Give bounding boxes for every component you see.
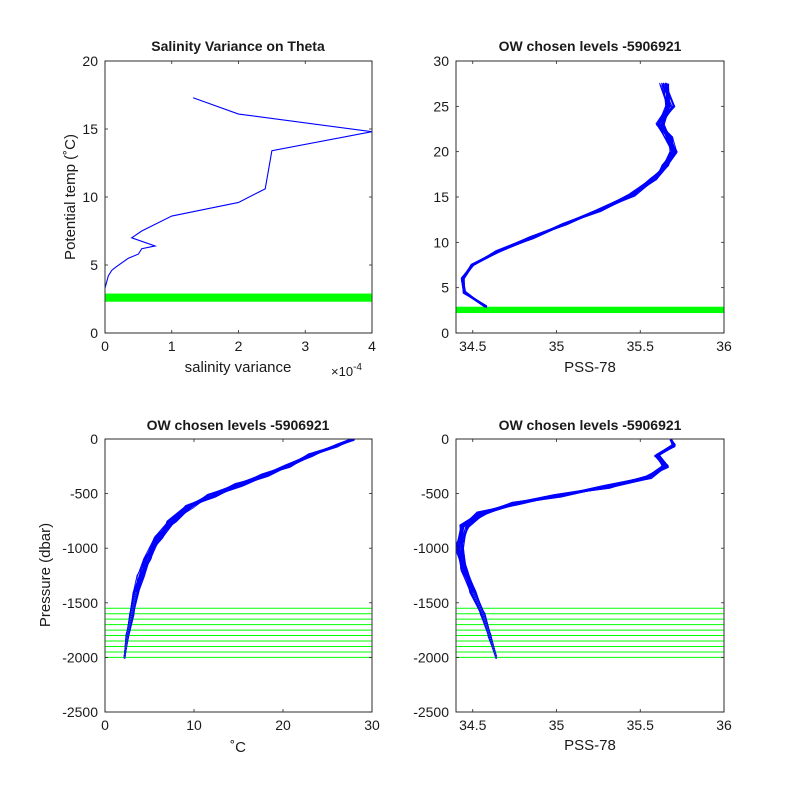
exponent-power: -4 <box>353 362 362 373</box>
profile-deep-segment <box>471 591 498 658</box>
y-tick-label: 20 <box>82 53 98 69</box>
chosen-level-band <box>456 306 724 314</box>
panel-pressure-temperature: 0 10 20 30 -2500 -2000 -1500 -1000 -500 0 OW chos… <box>37 417 380 756</box>
chart-title: OW chosen levels -5906921 <box>499 417 682 433</box>
profile-line <box>461 82 676 308</box>
x-axis-label: ˚C <box>230 739 246 756</box>
clipped-marks <box>105 439 372 659</box>
x-axis-label: PSS-78 <box>564 737 616 754</box>
x-tick-label: 35 <box>549 717 565 733</box>
x-tick-label: 0 <box>101 717 109 733</box>
clipped-marks <box>456 82 724 314</box>
x-tick-label: 35 <box>549 338 565 354</box>
x-tick-label: 4 <box>368 338 376 354</box>
x-tick-label: 36 <box>716 338 732 354</box>
plot-area <box>455 60 725 334</box>
data-marks: 34.5 35 35.5 36 -2500 -2000 -1500 -1000 -500 0 <box>413 431 732 733</box>
y-tick-label: -2500 <box>413 704 449 720</box>
chart-title: Salinity Variance on Theta <box>151 38 325 54</box>
x-tick-label: 36 <box>716 717 732 733</box>
exponent-base: ×10 <box>331 364 353 379</box>
x-tick-label: 1 <box>168 338 176 354</box>
y-tick-label: 30 <box>433 53 449 69</box>
x-axis-exponent: ×10-4 <box>331 362 362 379</box>
x-tick-label: 35.5 <box>627 338 654 354</box>
x-tick-label: 3 <box>301 338 309 354</box>
x-tick-label: 10 <box>186 717 202 733</box>
axis-frame <box>455 60 725 334</box>
panel-salinity-variance: 0 1 2 3 4 0 5 10 15 20 Salinity Variance on Theta… <box>62 38 376 379</box>
y-tick-label: -2000 <box>413 649 449 665</box>
chosen-level-band <box>105 293 372 302</box>
x-tick-label: 0 <box>101 338 109 354</box>
plot-area <box>455 438 725 713</box>
clipped-marks <box>456 439 724 660</box>
y-axis-label: Pressure (dbar) <box>37 523 54 627</box>
y-tick-label: 5 <box>441 280 449 296</box>
y-tick-label: -2000 <box>62 649 98 665</box>
y-tick-label: 10 <box>433 234 449 250</box>
x-axis-label: PSS-78 <box>564 359 616 376</box>
y-tick-label: 20 <box>433 144 449 160</box>
data-marks: 34.5 35 35.5 36 0 5 10 15 20 25 30 <box>433 53 732 354</box>
chart-title: OW chosen levels -5906921 <box>499 38 682 54</box>
y-tick-label: 0 <box>90 325 98 341</box>
data-marks: 0 1 2 3 4 0 5 10 15 20 <box>82 53 376 354</box>
y-tick-label: -500 <box>70 486 98 502</box>
y-axis-label: Potential temp (˚C) <box>62 134 79 260</box>
profile-deep-segment <box>123 591 138 658</box>
axis-frame <box>104 60 373 334</box>
x-tick-label: 2 <box>235 338 243 354</box>
plot-area <box>104 60 373 334</box>
x-tick-label: 34.5 <box>459 338 486 354</box>
y-tick-label: 15 <box>433 189 449 205</box>
y-tick-label: -500 <box>421 486 449 502</box>
y-tick-label: 25 <box>433 98 449 114</box>
panel-pressure-salinity: 34.5 35 35.5 36 -2500 -2000 -1500 -1000 -500 0 OW… <box>413 417 732 754</box>
x-tick-label: 35.5 <box>627 717 654 733</box>
x-tick-label: 30 <box>364 717 380 733</box>
profile-line <box>462 83 673 308</box>
panel-theta-salinity: 34.5 35 35.5 36 0 5 10 15 20 25 30 OW chosen level… <box>433 38 732 376</box>
y-tick-label: -1500 <box>62 595 98 611</box>
series-line <box>105 97 372 289</box>
y-tick-label: 0 <box>90 431 98 447</box>
y-tick-label: 10 <box>82 189 98 205</box>
axis-frame <box>455 438 725 713</box>
y-tick-label: 0 <box>441 325 449 341</box>
y-tick-label: -1500 <box>413 595 449 611</box>
data-marks: 0 10 20 30 -2500 -2000 -1500 -1000 -500 0 <box>62 431 380 733</box>
x-tick-label: 20 <box>275 717 291 733</box>
axis-frame <box>104 438 373 713</box>
y-tick-label: 0 <box>441 431 449 447</box>
x-tick-label: 34.5 <box>459 717 486 733</box>
y-tick-label: -1000 <box>62 540 98 556</box>
y-tick-label: -2500 <box>62 704 98 720</box>
chart-title: OW chosen levels -5906921 <box>147 417 330 433</box>
clipped-marks <box>105 97 372 302</box>
y-tick-label: -1000 <box>413 540 449 556</box>
y-tick-label: 5 <box>90 257 98 273</box>
y-tick-label: 15 <box>82 121 98 137</box>
x-axis-label: salinity variance <box>185 359 292 376</box>
